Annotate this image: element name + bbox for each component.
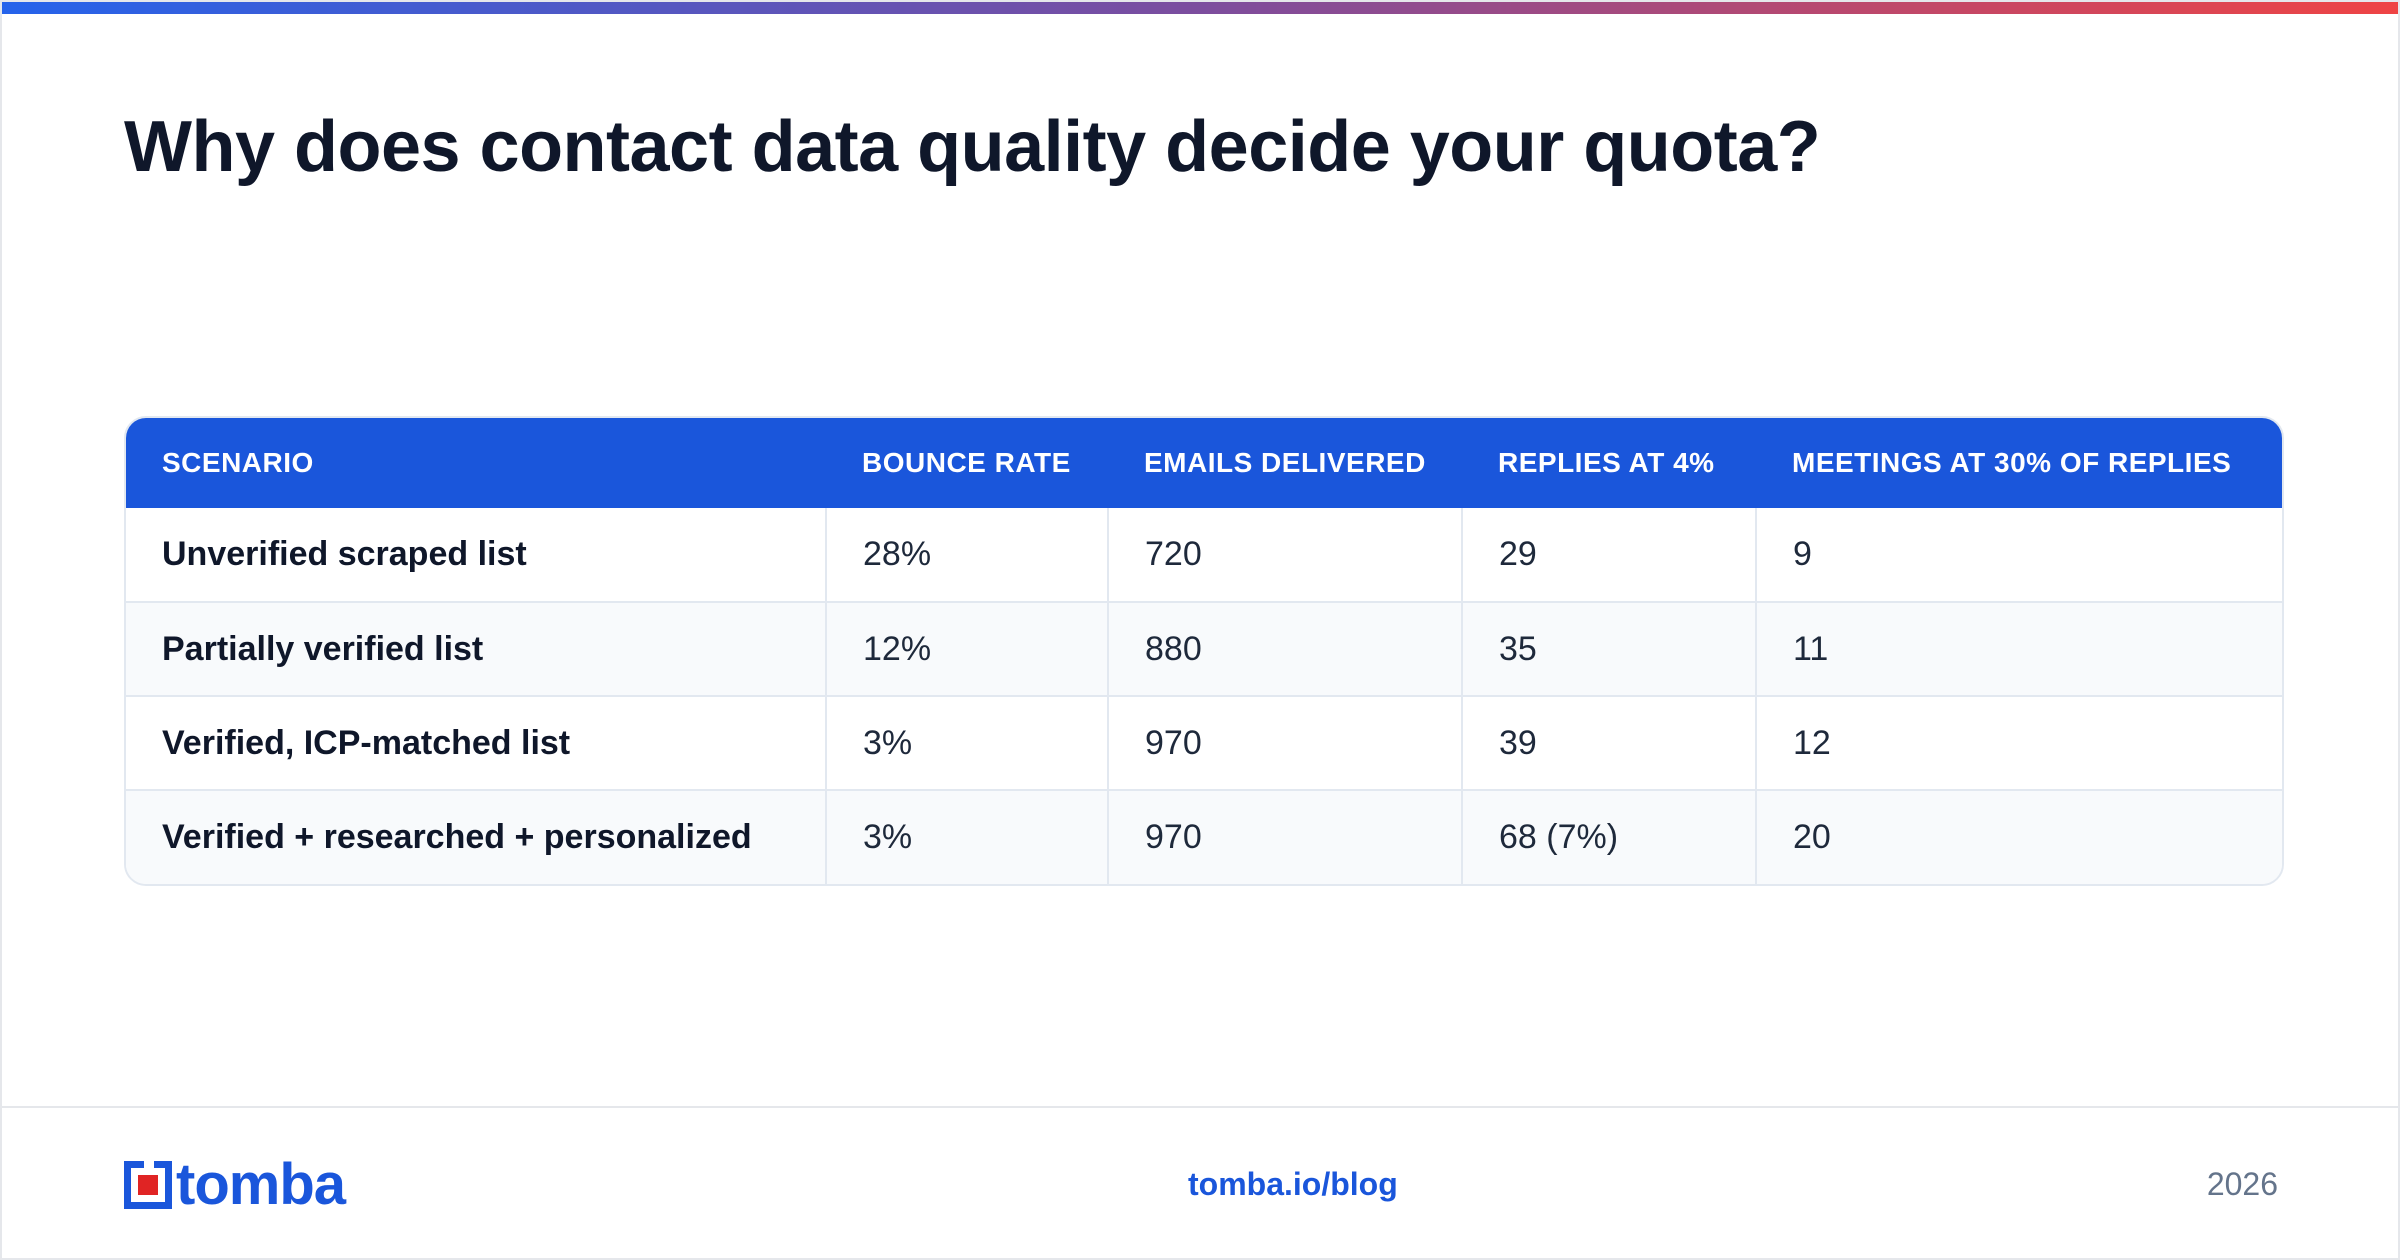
cell-replies: 68 (7%)	[1461, 789, 1756, 884]
cell-scenario: Partially verified list	[126, 601, 826, 696]
cell-scenario: Unverified scraped list	[162, 535, 527, 573]
table-row: Verified + researched + personalized 3% …	[126, 789, 2282, 884]
cell-bounce-rate: 28%	[825, 508, 1108, 602]
header-scenario: SCENARIO	[126, 418, 826, 508]
cell-meetings: 9	[1755, 508, 2282, 602]
gradient-top-bar	[2, 2, 2398, 14]
cell-replies: 35	[1461, 601, 1756, 696]
cell-replies: 29	[1461, 508, 1756, 602]
header-meetings: MEETINGS AT 30% OF REPLIES	[1756, 418, 2282, 508]
comparison-table-container: SCENARIO BOUNCE RATE EMAILS DELIVERED RE…	[124, 416, 2284, 886]
footer-year: 2026	[2206, 1166, 2278, 1202]
cell-emails-delivered: 880	[1107, 601, 1462, 696]
cell-emails-delivered: 720	[1107, 508, 1462, 602]
header-bounce-rate: BOUNCE RATE	[826, 418, 1108, 508]
cell-replies: 39	[1461, 695, 1756, 790]
footer-divider	[2, 1106, 2398, 1108]
cell-meetings: 12	[1755, 695, 2282, 790]
cell-meetings: 20	[1755, 789, 2282, 884]
tomba-logo[interactable]: tomba	[124, 1152, 346, 1217]
table-row: Verified, ICP-matched list 3% 970 39 12	[126, 695, 2282, 790]
blog-link[interactable]: tomba.io/blog	[1188, 1166, 1398, 1202]
cell-bounce-rate: 3%	[825, 695, 1108, 790]
comparison-table: SCENARIO BOUNCE RATE EMAILS DELIVERED RE…	[126, 418, 2282, 884]
page-title: Why does contact data quality decide you…	[124, 107, 1821, 187]
cell-bounce-rate: 3%	[825, 789, 1108, 884]
table-row: Unverified scraped list 28% 720 29 9	[126, 508, 2282, 602]
table-header-row: SCENARIO BOUNCE RATE EMAILS DELIVERED RE…	[126, 418, 2282, 508]
logo-wordmark: tomba	[176, 1152, 346, 1217]
cell-meetings: 11	[1755, 601, 2282, 696]
cell-scenario: Verified + researched + personalized	[126, 789, 826, 884]
cell-emails-delivered: 970	[1107, 789, 1462, 884]
cell-bounce-rate: 12%	[825, 601, 1108, 696]
cell-scenario: Verified, ICP-matched list	[126, 695, 826, 790]
header-emails-delivered: EMAILS DELIVERED	[1108, 418, 1462, 508]
table-row: Partially verified list 12% 880 35 11	[126, 601, 2282, 696]
tomba-logo-icon	[124, 1159, 172, 1209]
cell-emails-delivered: 970	[1107, 695, 1462, 790]
header-replies: REPLIES AT 4%	[1462, 418, 1756, 508]
